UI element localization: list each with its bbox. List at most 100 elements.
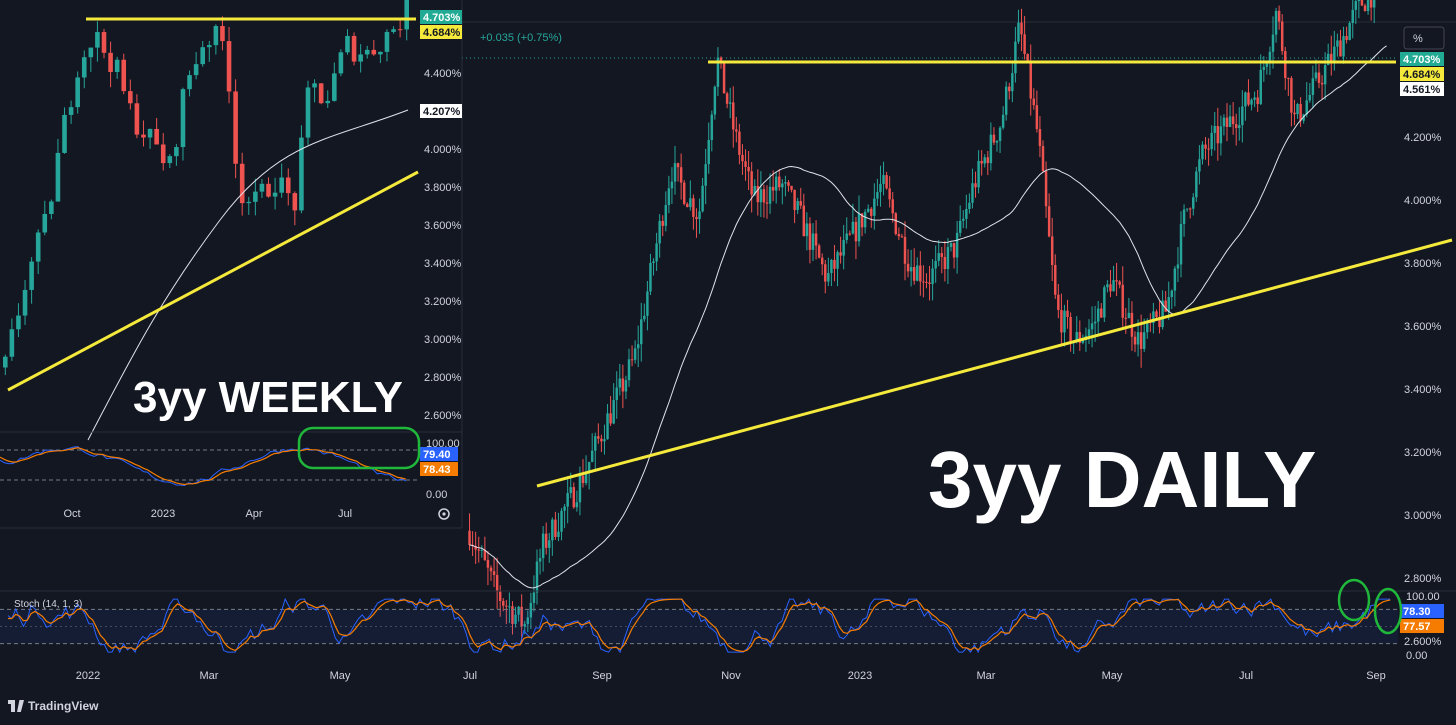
daily-candle — [1308, 94, 1312, 101]
stoch-k-badge-bg — [1400, 604, 1444, 618]
daily-candle — [548, 540, 551, 548]
daily-candle — [732, 102, 735, 130]
weekly-candle — [75, 77, 80, 108]
weekly-candle — [22, 289, 28, 316]
daily-candle — [1155, 311, 1158, 318]
daily-candle — [1299, 104, 1302, 121]
unit-toggle-button[interactable]: % — [1403, 26, 1445, 50]
weekly-candle — [292, 193, 298, 211]
daily-candle — [710, 114, 714, 141]
weekly-stoch-d-badge: 78.43 — [423, 464, 451, 476]
weekly-candle — [108, 52, 113, 73]
daily-candle — [1109, 284, 1112, 292]
daily-candle — [1185, 208, 1189, 210]
weekly-inset-chart[interactable]: 4.400% 4.000% 3.800% 3.600% 3.400% 3.200% 3.00… — [0, 0, 463, 529]
daily-candle — [974, 183, 977, 188]
gear-icon[interactable] — [438, 508, 450, 520]
weekly-candle — [351, 35, 357, 62]
daily-candle — [719, 57, 723, 61]
daily-candle — [971, 183, 974, 203]
daily-candle — [854, 221, 858, 242]
daily-candle — [502, 600, 505, 606]
daily-candle — [1017, 22, 1020, 42]
daily-stoch-pane[interactable]: 100.00 0.00 78.30 77.57 — [0, 578, 1456, 662]
daily-candle — [998, 127, 1002, 142]
daily-candle — [1342, 36, 1345, 57]
weekly-candle — [42, 213, 48, 233]
daily-candle — [575, 502, 579, 508]
daily-candle — [1029, 60, 1032, 99]
weekly-candle — [95, 32, 100, 48]
daily-candle — [1127, 312, 1131, 319]
daily-candle — [1274, 10, 1278, 35]
weekly-candle — [226, 41, 232, 92]
daily-support-trendline[interactable] — [536, 238, 1453, 488]
daily-candle — [1339, 40, 1342, 57]
daily-y-tick-label: 3.600% — [1404, 321, 1442, 333]
daily-candle — [1317, 72, 1321, 83]
weekly-candle — [233, 91, 238, 164]
stoch-indicator-label[interactable]: Stoch (14, 1, 3) — [14, 599, 82, 610]
daily-candle — [612, 400, 615, 424]
daily-candle — [1222, 117, 1226, 127]
daily-candle — [1106, 284, 1109, 288]
weekly-support-trendline[interactable] — [7, 170, 419, 392]
weekly-candle — [29, 261, 34, 290]
daily-candle — [1093, 321, 1097, 324]
daily-price-pane[interactable] — [462, 0, 1456, 644]
tradingview-logo[interactable]: TradingView — [8, 697, 158, 715]
weekly-candle — [285, 177, 291, 194]
daily-candle — [1241, 106, 1244, 126]
daily-candle — [594, 436, 597, 451]
daily-candle — [1216, 125, 1220, 144]
weekly-candle — [101, 32, 107, 53]
daily-candle — [636, 344, 640, 349]
unit-toggle-label: % — [1413, 33, 1423, 45]
gear-icon-hub — [442, 512, 446, 516]
daily-candle — [725, 93, 729, 104]
weekly-candle — [128, 91, 133, 104]
daily-x-tick-label: May — [1102, 670, 1123, 682]
weekly-stoch-k-line — [0, 446, 407, 487]
highlight-ellipse — [1373, 587, 1403, 635]
daily-candle — [1259, 69, 1262, 105]
daily-last-price-badge-bg — [1400, 52, 1444, 66]
daily-candle — [676, 163, 680, 168]
daily-candle — [958, 220, 962, 233]
daily-candle — [1167, 297, 1170, 312]
daily-candle — [1081, 339, 1085, 343]
daily-candle — [1054, 265, 1057, 295]
weekly-candle — [174, 147, 179, 157]
daily-candle — [1323, 65, 1327, 85]
daily-candle — [894, 213, 898, 235]
stoch-d-badge-bg — [1400, 619, 1444, 633]
daily-candle — [949, 243, 953, 247]
daily-candle — [1348, 23, 1351, 40]
daily-candle — [728, 102, 732, 104]
weekly-candle — [371, 49, 377, 55]
daily-candle — [1047, 206, 1051, 237]
daily-candle — [615, 387, 618, 401]
weekly-level-badge: 4.684% — [423, 27, 461, 39]
weekly-candle — [114, 59, 120, 73]
daily-candle — [787, 182, 790, 186]
daily-candle — [1219, 126, 1223, 144]
daily-candle — [649, 263, 652, 292]
daily-moving-average — [469, 45, 1387, 589]
daily-candle — [756, 185, 760, 203]
daily-candle — [870, 208, 873, 216]
daily-candle — [670, 181, 674, 189]
daily-candle — [1195, 171, 1198, 198]
daily-candle — [652, 261, 655, 264]
daily-candle — [544, 533, 548, 548]
daily-candle — [480, 549, 484, 551]
daily-candle — [1188, 208, 1192, 210]
weekly-highlight-box — [297, 426, 421, 470]
daily-candle — [1277, 10, 1281, 22]
daily-candle — [888, 188, 891, 200]
daily-candle — [713, 86, 717, 115]
daily-candle — [667, 188, 671, 206]
weekly-candle — [62, 114, 67, 153]
